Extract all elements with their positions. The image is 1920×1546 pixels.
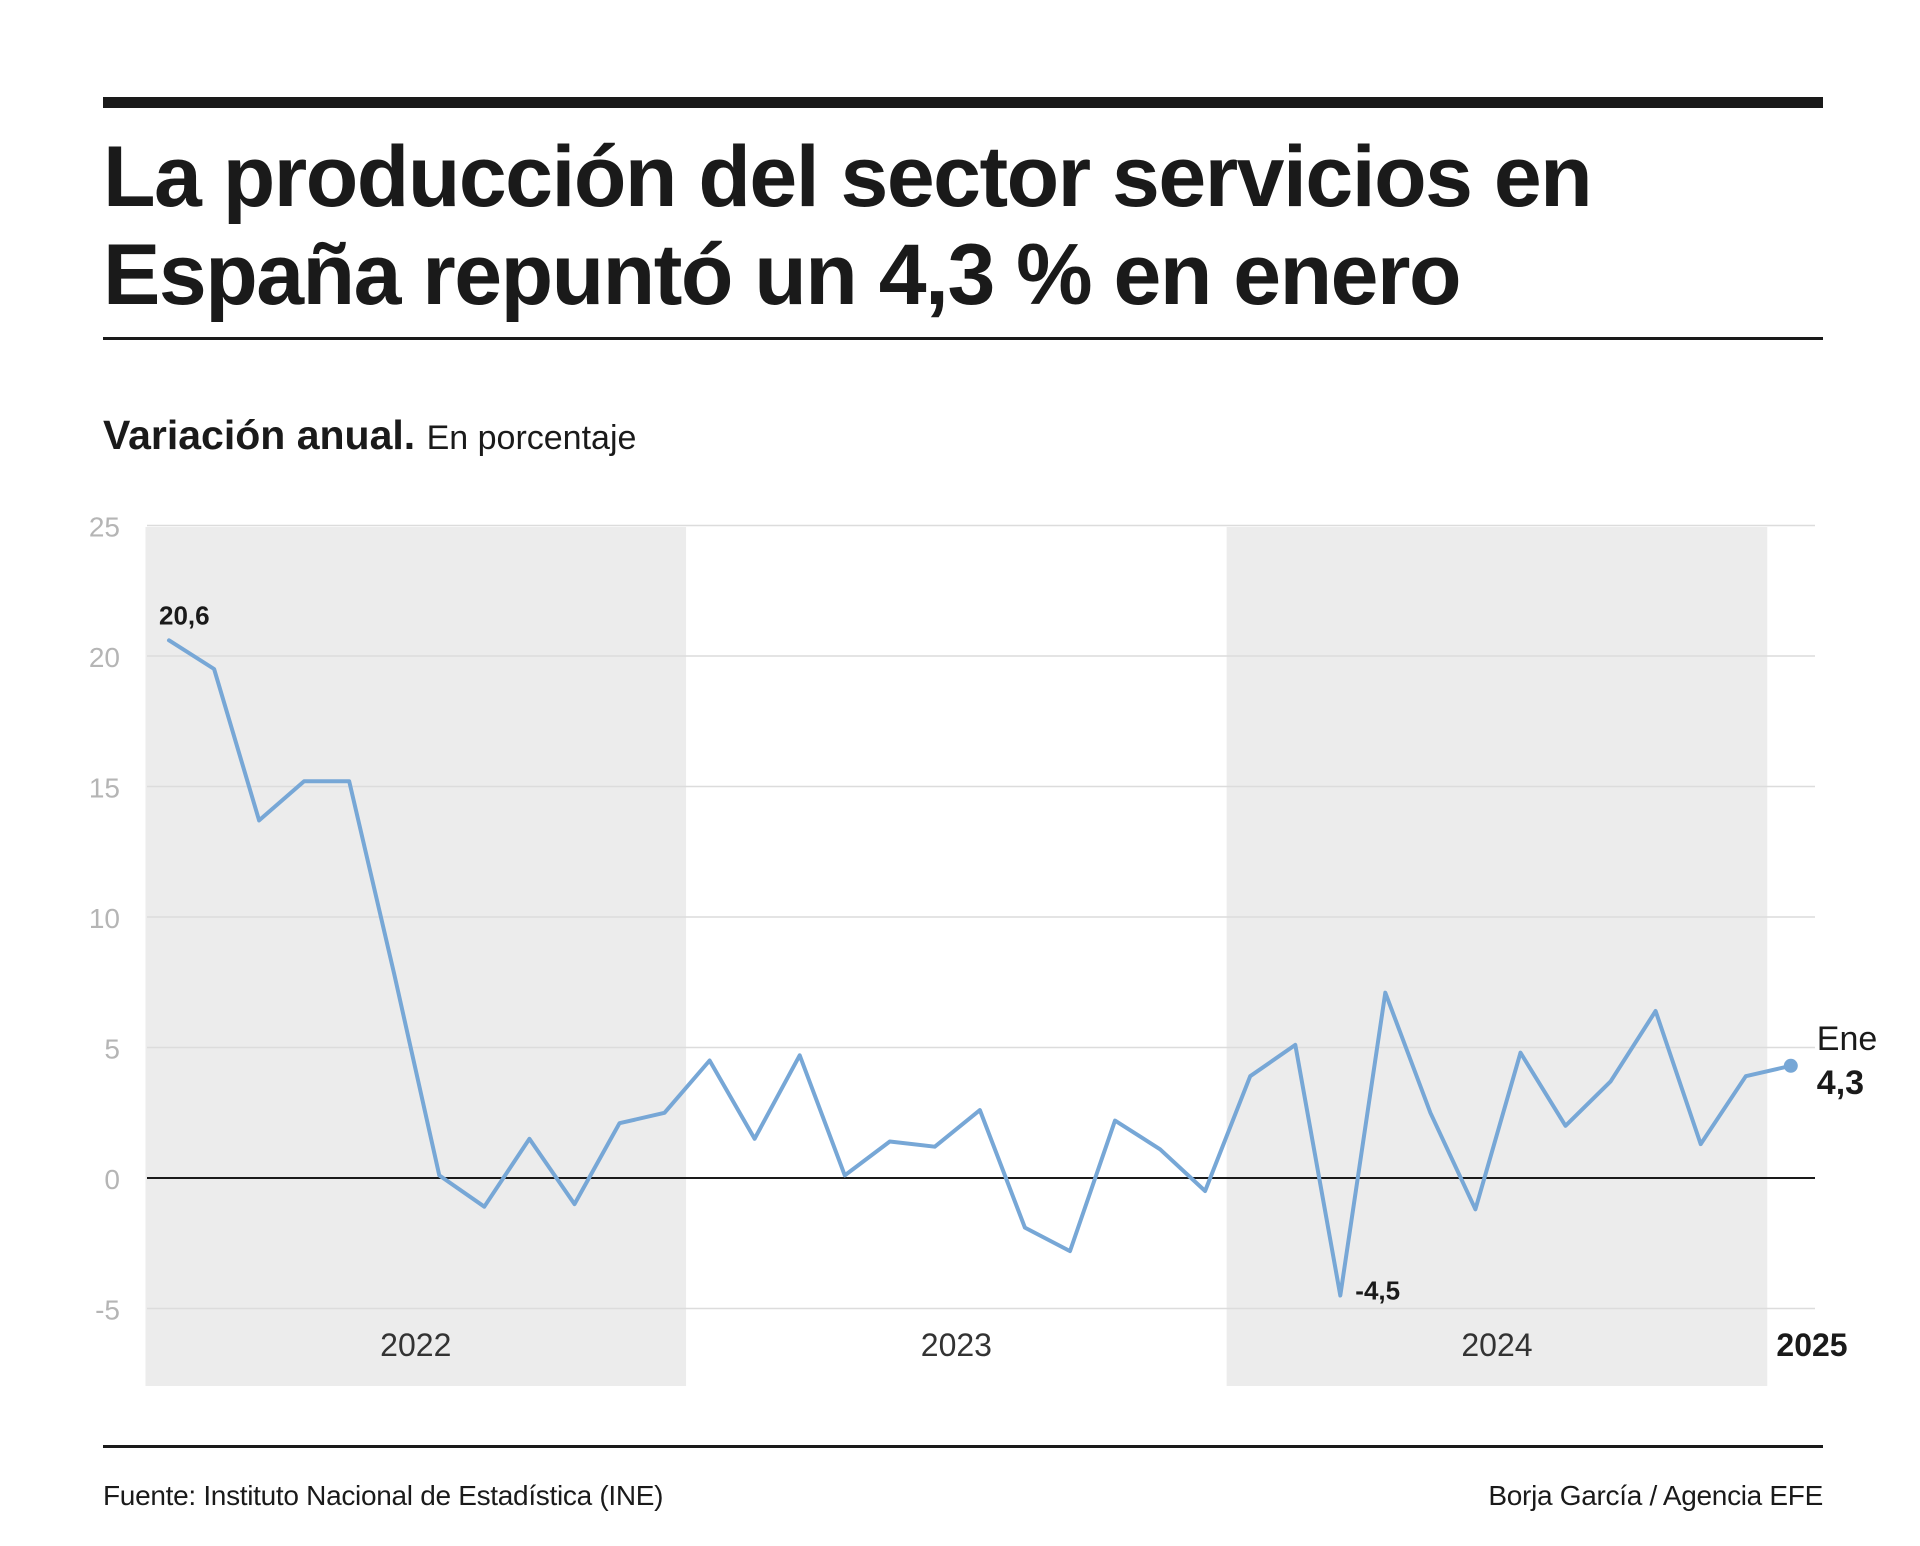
last-point-marker	[1783, 1058, 1798, 1073]
data-label: -4,5	[1355, 1275, 1400, 1305]
year-band-2024	[1226, 527, 1768, 1386]
y-tick-label: 0	[104, 1164, 120, 1195]
last-point-label: Ene	[1817, 1020, 1878, 1058]
title-divider	[103, 337, 1823, 340]
subtitle-bold: Variación anual.	[103, 412, 416, 458]
data-label: 20,6	[159, 600, 210, 630]
x-year-label: 2025	[1776, 1327, 1847, 1363]
credit-note: Borja García / Agencia EFE	[1488, 1480, 1823, 1511]
y-tick-label: -5	[95, 1295, 120, 1326]
page-title: La producción del sector servicios en Es…	[103, 129, 1593, 323]
subtitle-unit: En porcentaje	[426, 419, 637, 457]
year-band-2022	[145, 527, 687, 1386]
y-tick-label: 15	[89, 773, 120, 804]
top-rule	[103, 97, 1823, 108]
x-year-label: 2023	[921, 1327, 992, 1363]
chart-subtitle: Variación anual. En porcentaje	[103, 412, 636, 459]
year-labels: 2022 2023 2024 2025	[380, 1327, 1847, 1363]
bottom-rule	[103, 1445, 1823, 1448]
y-tick-label: 10	[89, 903, 120, 934]
x-year-label: 2024	[1461, 1327, 1532, 1363]
year-bands	[145, 527, 1768, 1386]
gridlines	[147, 524, 1815, 1310]
annotations: 20,6 -4,5 Ene 4,3	[159, 600, 1877, 1305]
series-line	[167, 638, 1793, 1298]
y-tick-label: 20	[89, 642, 120, 673]
x-year-label: 2022	[380, 1327, 451, 1363]
last-point-value: 4,3	[1817, 1064, 1864, 1102]
y-tick-label: 5	[104, 1034, 120, 1065]
source-note: Fuente: Instituto Nacional de Estadístic…	[103, 1480, 664, 1511]
y-tick-label: 25	[89, 512, 120, 543]
y-tick-labels: -5 0 5 10 15 20 25	[89, 512, 120, 1326]
